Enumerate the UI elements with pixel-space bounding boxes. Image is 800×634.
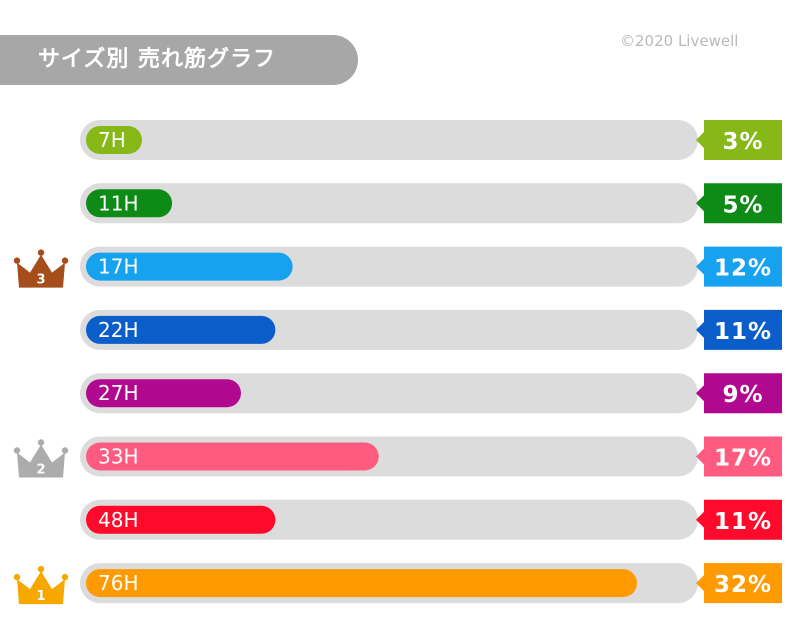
rank-number: 1: [36, 589, 45, 604]
bar-row-17H: 17H 12%: [80, 246, 782, 287]
value-tag: [696, 499, 782, 540]
crown-shape: [17, 571, 65, 605]
crown-jewel: [61, 257, 69, 264]
rank-number: 3: [36, 273, 45, 288]
bar-row-7H: 7H 3%: [80, 120, 782, 160]
bar-label: 22H: [98, 318, 139, 342]
bar: [86, 379, 241, 408]
data-label: 32%: [714, 572, 772, 598]
crown-jewel: [61, 447, 69, 454]
bar: [86, 189, 173, 218]
bar: [86, 126, 142, 154]
bar-label: 27H: [98, 381, 139, 405]
crown-shape: [17, 254, 65, 288]
crown-jewel: [37, 565, 45, 573]
bar-label: 76H: [98, 571, 139, 595]
rank-number: 2: [36, 463, 45, 478]
data-label: 3%: [722, 129, 763, 155]
data-label: 11%: [714, 509, 772, 535]
bar-label: 48H: [98, 508, 139, 532]
bar-row-48H: 48H 11%: [80, 499, 782, 540]
bar: [86, 569, 637, 598]
bar-label: 33H: [98, 445, 139, 469]
crown-jewel: [61, 573, 69, 581]
bar: [86, 315, 276, 344]
data-label: 17%: [714, 446, 772, 472]
bar-row-11H: 11H 5%: [80, 183, 782, 224]
bar-label: 11H: [98, 191, 139, 215]
crown-icon: 1: [13, 565, 69, 605]
crown-jewel: [13, 573, 21, 581]
value-tag: [696, 563, 782, 604]
value-tag: [696, 436, 782, 477]
bar: [86, 505, 276, 534]
crown-jewel: [13, 257, 21, 264]
bar-row-27H: 27H 9%: [80, 373, 782, 414]
value-tag: [696, 246, 782, 287]
crown-shape: [17, 444, 65, 478]
crown-icon: 3: [13, 249, 69, 288]
copyright-text: ©2020 Livewell: [620, 32, 739, 50]
data-label: 11%: [714, 319, 772, 345]
bar-row-76H: 76H 32%: [80, 563, 782, 604]
data-label: 5%: [722, 192, 763, 218]
page-title: サイズ別 売れ筋グラフ: [38, 47, 276, 72]
crown-jewel: [13, 447, 21, 454]
crown-icon: 2: [13, 439, 69, 478]
bar: [86, 442, 379, 471]
bar-track: [80, 183, 698, 224]
value-tag: [696, 183, 782, 224]
data-label: 9%: [722, 382, 763, 408]
title-banner: サイズ別 売れ筋グラフ: [0, 35, 358, 85]
value-tag: [696, 373, 782, 414]
bar-label: 17H: [98, 255, 139, 279]
bar-label: 7H: [98, 128, 126, 152]
value-tag: [696, 120, 782, 160]
bar-row-33H: 33H 17%: [80, 436, 782, 477]
bar-row-22H: 22H 11%: [80, 309, 782, 350]
crown-jewel: [37, 439, 45, 446]
value-tag: [696, 309, 782, 350]
data-label: 12%: [714, 256, 772, 282]
crown-jewel: [37, 249, 45, 256]
bar-track: [80, 120, 698, 160]
bar: [86, 252, 293, 281]
